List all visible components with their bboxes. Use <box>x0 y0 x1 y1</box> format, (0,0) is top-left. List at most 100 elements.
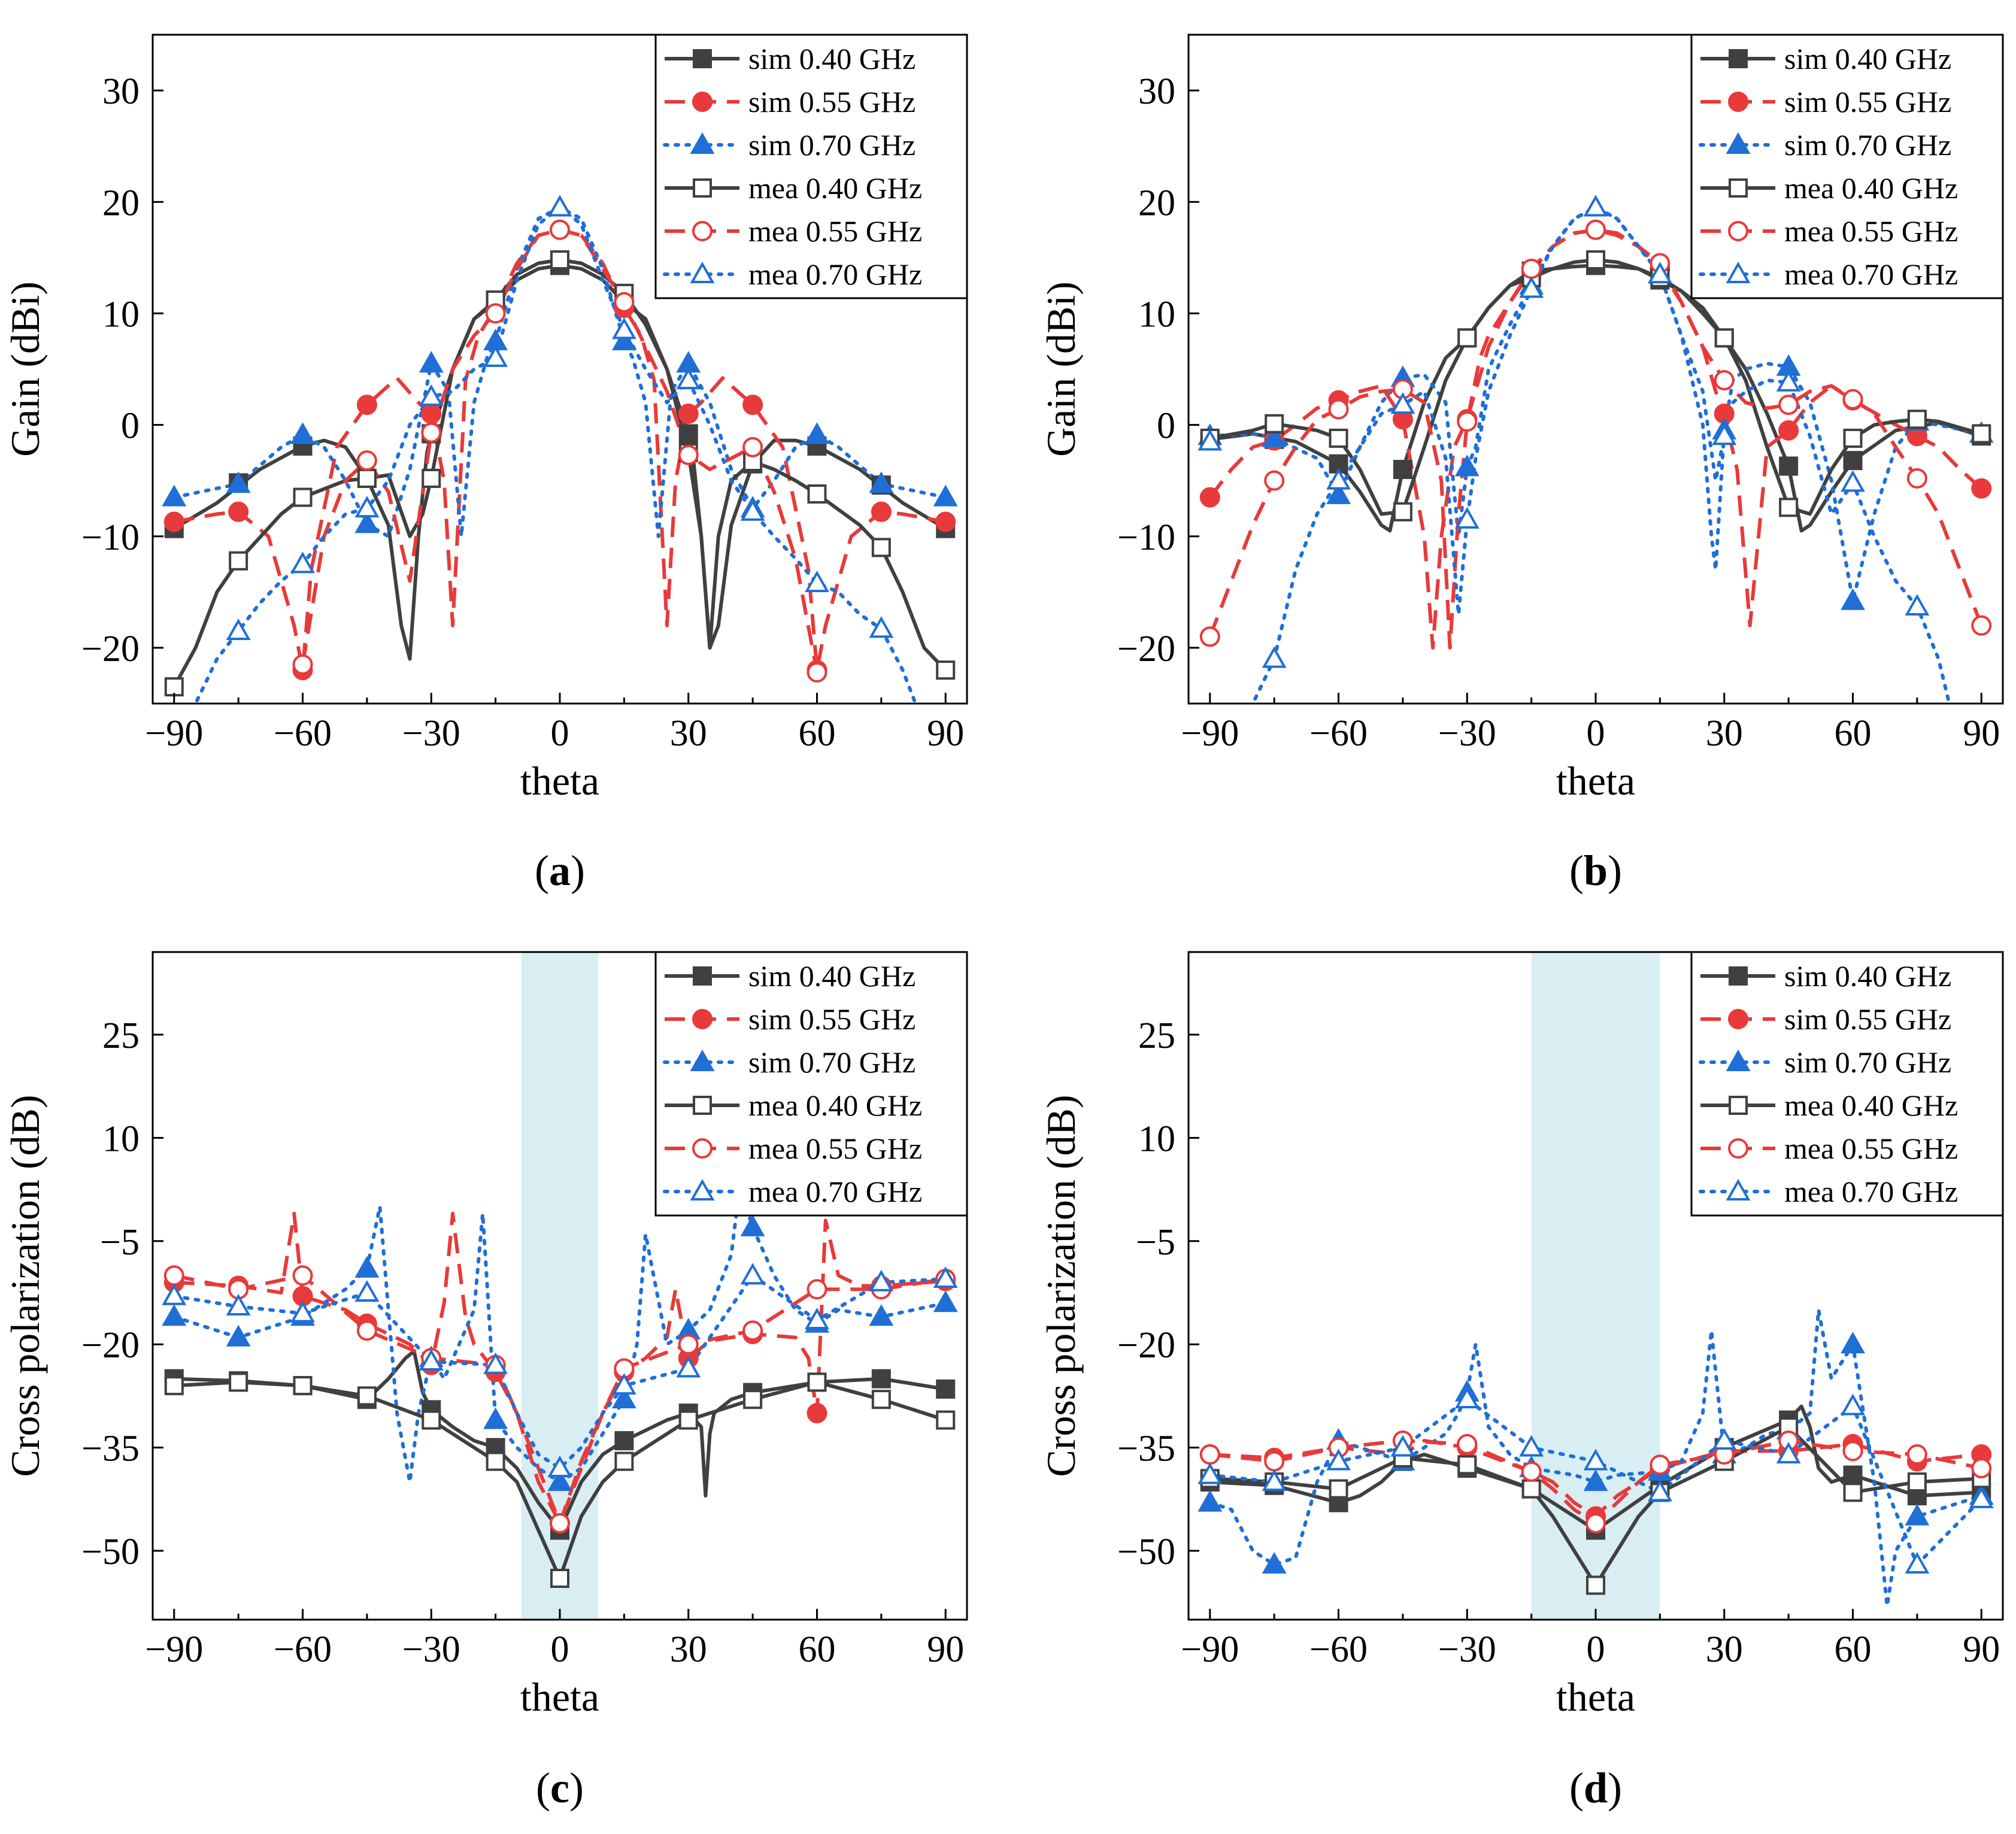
legend-marker <box>690 132 715 154</box>
data-point-mea-0-40-ghz <box>871 1390 891 1409</box>
y-tick-label: −20 <box>81 629 140 669</box>
x-tick-label: 60 <box>798 1629 835 1670</box>
caption-paren-open: ( <box>536 1764 550 1812</box>
data-point-sim-0-70-ghz <box>162 1304 187 1326</box>
legend-entry-label: sim 0.70 GHz <box>748 128 915 162</box>
data-point-mea-0-55-ghz <box>1264 470 1285 491</box>
y-tick-label: −35 <box>81 1429 140 1469</box>
data-point-mea-0-40-ghz <box>357 468 377 488</box>
y-tick-label: −20 <box>81 1325 140 1366</box>
y-tick-label: 20 <box>1138 183 1175 223</box>
data-point-mea-0-40-ghz <box>1907 1472 1927 1492</box>
y-tick-label: 10 <box>1138 294 1175 335</box>
legend-marker <box>692 1138 713 1159</box>
y-axis-label: Gain (dBi) <box>1038 281 1084 457</box>
x-tick-label: 60 <box>1834 713 1871 754</box>
legend-marker <box>693 49 712 68</box>
data-point-mea-0-70-ghz <box>290 551 315 574</box>
data-point-mea-0-55-ghz <box>1778 395 1799 416</box>
data-point-sim-0-70-ghz <box>354 511 380 533</box>
legend-marker <box>1728 1138 1748 1159</box>
legend-entry-label: sim 0.40 GHz <box>1784 959 1951 993</box>
data-point-mea-0-55-ghz <box>421 422 442 443</box>
legend-entry-label: sim 0.40 GHz <box>748 42 915 75</box>
data-point-mea-0-55-ghz <box>356 1320 377 1341</box>
legend-box <box>1690 34 2004 299</box>
data-point-sim-0-70-ghz <box>162 484 187 507</box>
data-point-mea-0-40-ghz <box>1843 428 1863 448</box>
data-point-mea-0-40-ghz <box>164 1376 184 1396</box>
y-tick-label: 10 <box>102 1118 140 1159</box>
data-point-mea-0-70-ghz <box>1905 593 1930 616</box>
data-point-mea-0-40-ghz <box>1393 502 1412 522</box>
legend-marker <box>1729 1096 1748 1115</box>
data-point-mea-0-70-ghz <box>1454 1387 1480 1409</box>
legend-marker <box>692 92 713 112</box>
data-point-sim-0-70-ghz <box>933 1290 958 1312</box>
data-point-mea-0-55-ghz <box>807 1279 827 1300</box>
legend-entry-label: sim 0.40 GHz <box>748 959 915 993</box>
data-point-mea-0-70-ghz <box>1519 276 1544 298</box>
y-tick-label: −5 <box>1136 1222 1175 1263</box>
caption-letter: c <box>550 1764 569 1812</box>
legend-entry-label: mea 0.40 GHz <box>748 171 922 205</box>
data-point-sim-0-70-ghz <box>226 471 251 493</box>
data-point-mea-0-40-ghz <box>1972 424 1991 444</box>
legend-entry-label: mea 0.70 GHz <box>748 1175 922 1208</box>
series-line-sim-0-40-ghz <box>1209 1404 1982 1532</box>
x-tick-label: −90 <box>1181 713 1239 754</box>
x-tick-label: −30 <box>1438 1629 1496 1670</box>
data-point-mea-0-55-ghz <box>550 219 570 240</box>
x-tick-label: 0 <box>551 713 569 754</box>
data-point-sim-0-55-ghz <box>421 403 442 424</box>
data-point-mea-0-70-ghz <box>933 1266 958 1289</box>
y-tick-label: 10 <box>102 294 140 335</box>
legend-entry-label: sim 0.55 GHz <box>748 1002 915 1036</box>
data-point-mea-0-40-ghz <box>936 1410 956 1430</box>
legend-box <box>1690 951 2004 1217</box>
data-point-sim-0-70-ghz <box>419 351 444 373</box>
legend-entry-label: mea 0.40 GHz <box>1784 171 1958 205</box>
data-point-sim-0-70-ghz <box>805 422 829 444</box>
legend-marker <box>692 1009 713 1029</box>
y-tick-label: 0 <box>1157 406 1175 447</box>
data-point-mea-0-40-ghz <box>550 1569 569 1589</box>
x-axis-label: theta <box>520 758 599 804</box>
x-axis-label: theta <box>520 1674 599 1720</box>
data-point-mea-0-40-ghz <box>229 1372 248 1392</box>
data-point-mea-0-55-ghz <box>1842 1441 1863 1462</box>
data-point-mea-0-70-ghz <box>1776 1442 1801 1464</box>
y-tick-label: 10 <box>1138 1118 1175 1159</box>
legend-entry-label: sim 0.55 GHz <box>1784 1002 1951 1036</box>
x-tick-label: 30 <box>1706 1629 1743 1670</box>
x-axis-label: theta <box>1556 1674 1635 1720</box>
data-point-mea-0-40-ghz <box>743 1390 763 1409</box>
data-point-mea-0-70-ghz <box>1647 1480 1672 1502</box>
data-point-mea-0-55-ghz <box>1650 1454 1671 1475</box>
x-tick-label: 30 <box>670 1629 707 1670</box>
legend-marker <box>1729 178 1748 198</box>
series-line-sim-0-70-ghz <box>1208 1308 1984 1608</box>
series-markers <box>1198 1332 1994 1595</box>
x-tick-label: 60 <box>798 713 835 754</box>
data-point-mea-0-70-ghz <box>1583 1448 1608 1471</box>
x-tick-label: −90 <box>1181 1629 1239 1670</box>
x-tick-label: 30 <box>670 713 707 754</box>
legend-marker <box>690 1178 715 1201</box>
data-point-mea-0-70-ghz <box>226 1293 251 1315</box>
legend-entry-label: sim 0.70 GHz <box>748 1045 915 1079</box>
data-point-mea-0-55-ghz <box>292 1265 313 1286</box>
data-point-mea-0-55-ghz <box>1585 219 1606 240</box>
caption-letter: d <box>1584 1764 1608 1812</box>
data-point-mea-0-40-ghz <box>486 1451 505 1471</box>
data-point-mea-0-40-ghz <box>807 1372 827 1392</box>
data-point-mea-0-40-ghz <box>1586 250 1605 270</box>
data-point-sim-0-70-ghz <box>1841 588 1865 610</box>
data-point-mea-0-70-ghz <box>547 195 572 217</box>
y-tick-label: −20 <box>1117 1325 1175 1366</box>
data-point-mea-0-40-ghz <box>1521 1479 1541 1499</box>
data-point-mea-0-55-ghz <box>1199 626 1220 647</box>
legend-entry-label: sim 0.40 GHz <box>1784 42 1951 75</box>
data-point-mea-0-40-ghz <box>871 538 891 557</box>
data-point-mea-0-40-ghz <box>1714 328 1734 348</box>
